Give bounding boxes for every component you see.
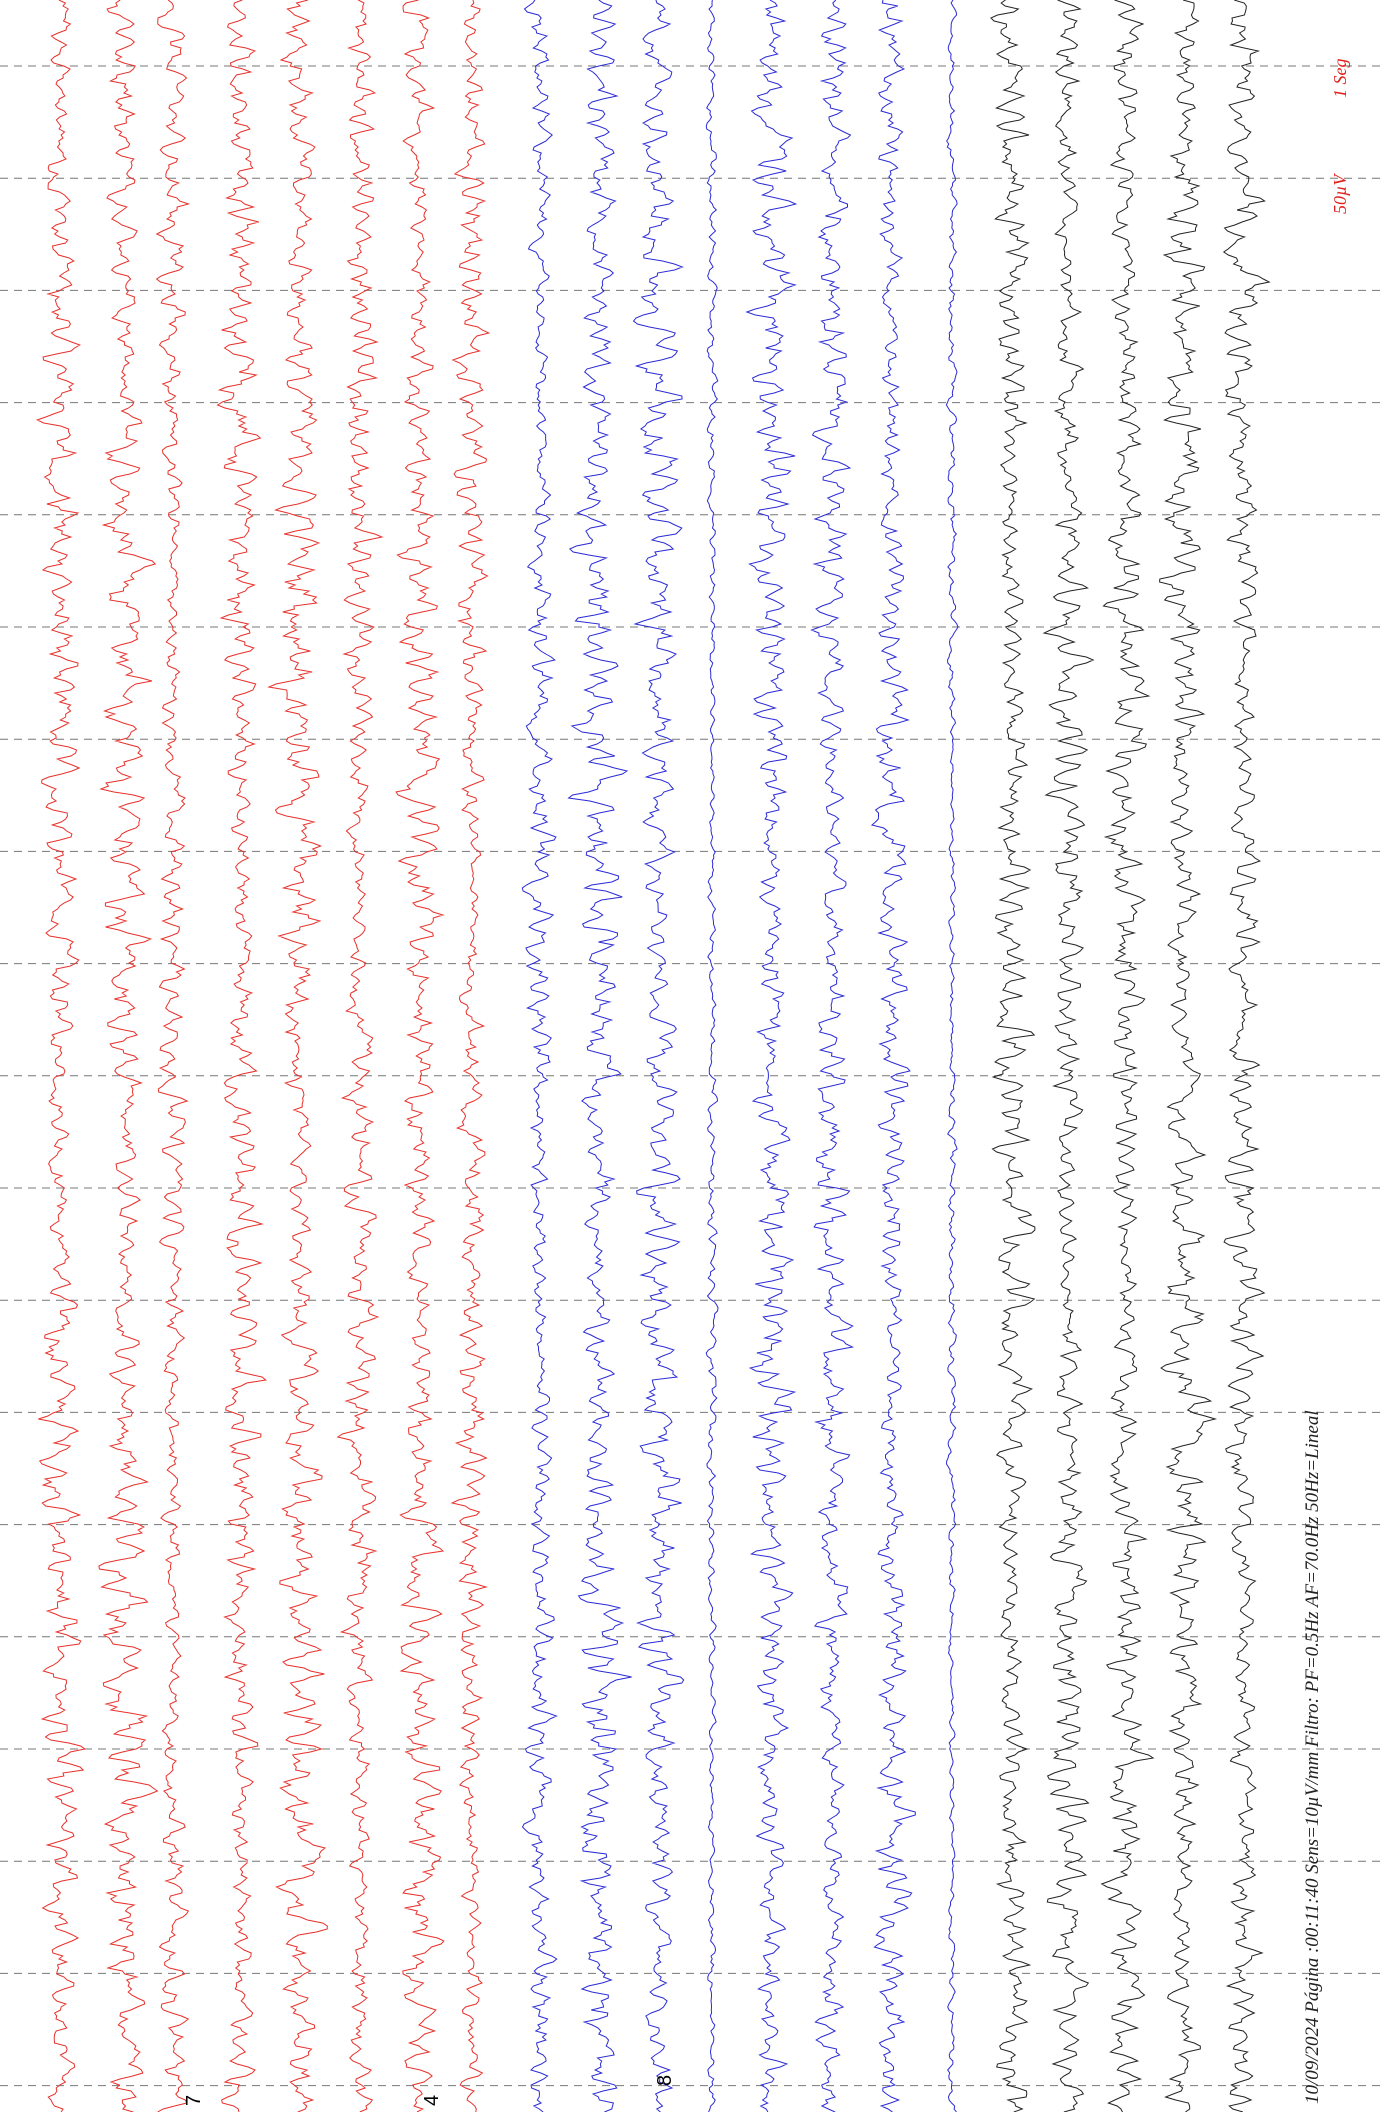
channel-mark: 8 <box>654 2075 676 2086</box>
eeg-trace <box>1042 0 1095 2112</box>
eeg-trace <box>521 0 558 2112</box>
channel-mark: 7 <box>183 2095 205 2106</box>
eeg-trace <box>567 0 632 2112</box>
eeg-trace <box>1100 0 1155 2112</box>
eeg-trace <box>870 0 916 2112</box>
eeg-trace <box>35 0 87 2112</box>
eeg-trace <box>98 0 159 2112</box>
eeg-trace <box>745 0 798 2112</box>
time-grid <box>0 65 1383 2087</box>
channel-mark: 4 <box>421 2095 443 2106</box>
eeg-trace <box>336 0 384 2112</box>
eeg-trace <box>810 0 855 2112</box>
eeg-trace <box>632 0 685 2112</box>
eeg-trace <box>395 0 445 2112</box>
recording-info: 10/09/2024 Página :00:11:40 Sens=10µV/mm… <box>1302 1410 1323 2104</box>
amplitude-scale: 50µV <box>1330 173 1350 214</box>
eeg-trace <box>216 0 267 2112</box>
eeg-trace <box>945 0 959 2112</box>
eeg-trace <box>155 0 191 2112</box>
eeg-trace <box>990 0 1036 2112</box>
traces <box>35 0 1271 2112</box>
eeg-trace <box>705 0 719 2112</box>
eeg-trace <box>450 0 491 2112</box>
eeg-trace <box>267 0 328 2112</box>
eeg-trace <box>1222 0 1271 2112</box>
eeg-trace <box>1159 0 1218 2112</box>
time-scale: 1 Seg <box>1330 59 1350 99</box>
